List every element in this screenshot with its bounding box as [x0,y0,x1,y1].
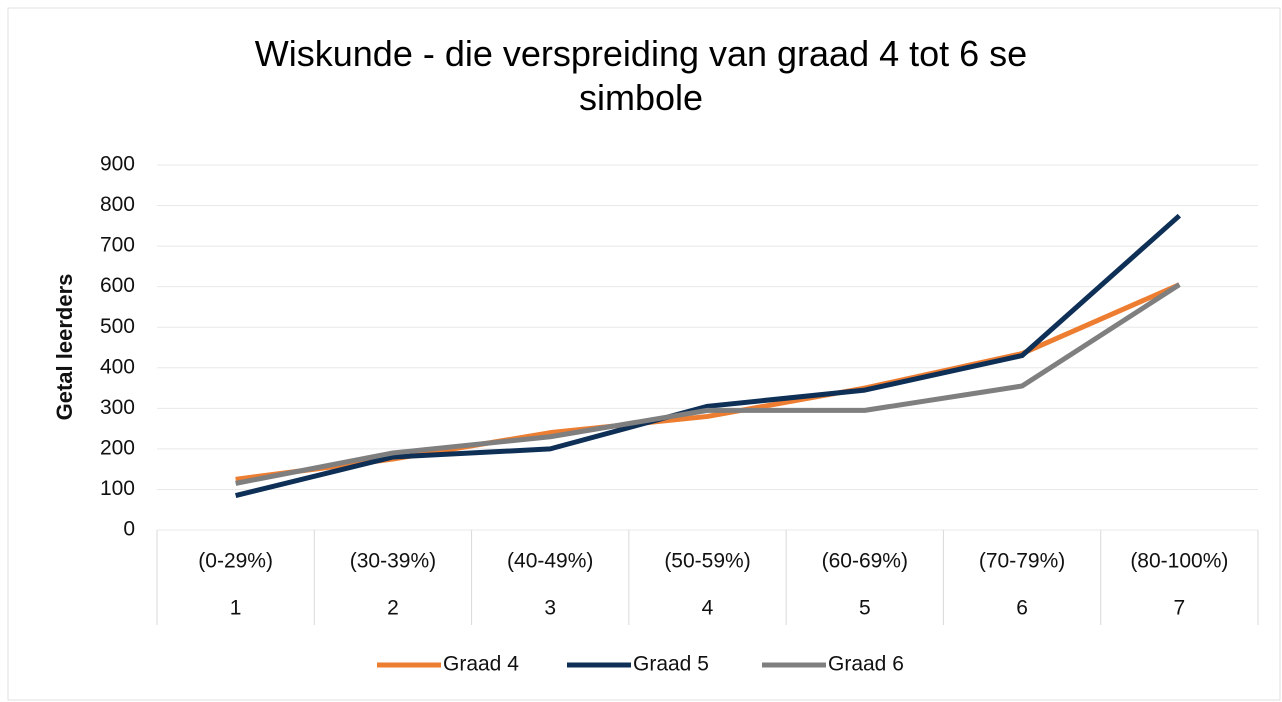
y-tick-label: 800 [100,193,135,216]
y-tick-label: 300 [100,396,135,419]
x-tick-label: (30-39%) [350,550,436,573]
chart-border [7,7,1281,701]
x-tick-code: 7 [1174,597,1186,620]
chart-title: Wiskunde - die verspreiding van graad 4 … [254,33,1028,118]
y-tick-label: 0 [123,518,135,541]
x-tick-label: (0-29%) [198,550,273,573]
x-tick-label: (60-69%) [822,550,908,573]
y-axis-label: Getal leerders [52,274,77,421]
x-tick-label: (70-79%) [979,550,1065,573]
y-tick-label: 600 [100,274,135,297]
legend-label: Graad 6 [828,653,904,676]
x-tick-code: 6 [1016,597,1028,620]
x-tick-label: (40-49%) [507,550,593,573]
y-tick-label: 900 [100,153,135,176]
line-series [235,282,1181,482]
x-tick-code: 2 [387,597,399,620]
y-tick-label: 400 [100,355,135,378]
line-series [235,213,1182,498]
y-tick-label: 200 [100,436,135,459]
x-tick-code: 1 [230,597,242,620]
x-tick-code: 4 [702,597,714,620]
line-series [235,282,1181,486]
legend-label: Graad 5 [633,653,709,676]
x-tick-label: (80-100%) [1130,550,1228,573]
x-tick-label: (50-59%) [664,550,750,573]
y-tick-label: 500 [100,315,135,338]
y-tick-label: 100 [100,477,135,500]
legend-label: Graad 4 [443,653,519,676]
x-tick-code: 3 [544,597,556,620]
x-tick-code: 5 [859,597,871,620]
y-tick-label: 700 [100,234,135,257]
